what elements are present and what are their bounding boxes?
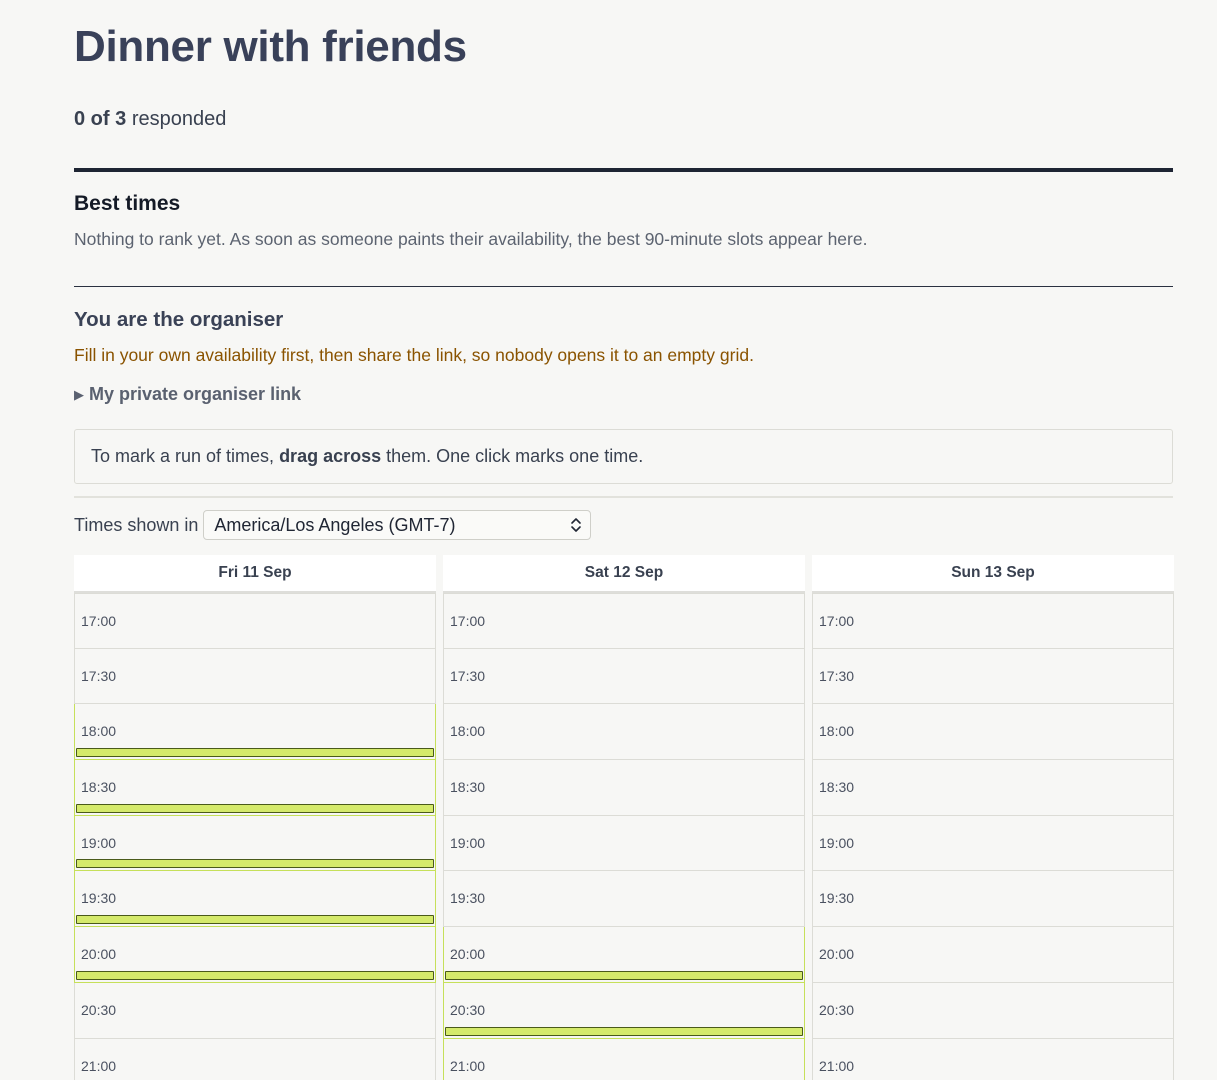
timezone-selected-value: America/Los Angeles (GMT-7)	[214, 514, 456, 535]
hint-text-before: To mark a run of times,	[91, 446, 275, 466]
day-column: Sat 12 Sep 17:00 17:30 18:00 18:30 19:00 19:30…	[443, 555, 805, 1080]
time-slot[interactable]: 19:30	[74, 871, 436, 928]
time-slot[interactable]: 20:00	[812, 927, 1174, 983]
hint-text-after: them. One click marks one time.	[386, 446, 644, 466]
day-slots: 17:00 17:30 18:00 18:30 19:00 19:30 20:00 20:30…	[443, 593, 805, 1080]
timezone-select[interactable]: America/Los Angeles (GMT-7)	[203, 510, 592, 540]
time-slot[interactable]: 17:00	[74, 593, 436, 649]
time-slot[interactable]: 20:00	[74, 927, 436, 983]
time-slot-label: 19:00	[450, 834, 486, 851]
time-slot-label: 20:00	[819, 946, 855, 963]
time-slot-label: 20:30	[81, 1001, 117, 1018]
time-slot[interactable]: 19:30	[812, 871, 1174, 928]
time-slot-label: 20:00	[81, 946, 117, 963]
time-slot[interactable]: 17:30	[812, 648, 1174, 705]
time-slot[interactable]: 20:30	[443, 982, 805, 1039]
day-column: Sun 13 Sep 17:00 17:30 18:00 18:30 19:00 19:30…	[812, 555, 1174, 1080]
time-slot[interactable]: 20:00	[443, 927, 805, 983]
time-slot-label: 18:00	[450, 723, 486, 740]
day-header: Fri 11 Sep	[74, 555, 436, 593]
time-slot[interactable]: 21:00	[812, 1038, 1174, 1080]
availability-marker	[76, 748, 434, 758]
time-slot-label: 18:30	[450, 779, 486, 796]
time-slot-label: 18:30	[819, 779, 855, 796]
section-divider	[74, 168, 1173, 172]
responded-suffix: responded	[131, 108, 227, 130]
organiser-link-toggle[interactable]: ▶ My private organiser link	[74, 384, 301, 405]
time-slot[interactable]: 20:30	[812, 982, 1174, 1039]
time-slot-label: 18:00	[819, 723, 855, 740]
day-slots: 17:00 17:30 18:00 18:30 19:00 19:30 20:00 20:30…	[812, 593, 1174, 1080]
section-divider	[74, 496, 1173, 498]
best-times-description: Nothing to rank yet. As soon as someone …	[74, 229, 868, 249]
organiser-heading: You are the organiser	[74, 308, 284, 331]
time-slot[interactable]: 19:00	[443, 815, 805, 872]
time-slot[interactable]: 18:30	[443, 760, 805, 816]
time-slot-label: 19:00	[81, 834, 117, 851]
time-slot[interactable]: 20:30	[74, 982, 436, 1039]
time-slot[interactable]: 19:30	[443, 871, 805, 928]
time-slot-label: 17:00	[81, 613, 117, 629]
day-column: Fri 11 Sep 17:00 17:30 18:00 18:30 19:00 19:30…	[74, 555, 436, 1080]
hint-text-bold: drag across	[279, 446, 382, 466]
time-slot[interactable]: 17:00	[443, 593, 805, 649]
time-slot-label: 21:00	[81, 1057, 117, 1074]
time-slot[interactable]: 21:00	[74, 1038, 436, 1080]
time-slot-label: 20:00	[450, 946, 486, 963]
organiser-link-label: My private organiser link	[89, 384, 302, 404]
time-slot[interactable]: 17:30	[74, 648, 436, 705]
time-slot[interactable]: 17:30	[443, 648, 805, 705]
time-slot-label: 17:00	[450, 613, 486, 629]
time-slot-label: 18:00	[81, 723, 117, 740]
availability-marker	[445, 970, 803, 980]
time-slot[interactable]: 18:30	[812, 760, 1174, 816]
select-chevron-icon	[571, 518, 582, 532]
triangle-right-icon: ▶	[74, 386, 84, 402]
timezone-row: Times shown in America/Los Angeles (GMT-…	[74, 510, 592, 540]
time-slot-label: 19:00	[819, 834, 855, 851]
time-slot[interactable]: 18:00	[74, 704, 436, 761]
timezone-label: Times shown in	[74, 514, 199, 535]
day-header: Sun 13 Sep	[812, 555, 1174, 593]
time-slot[interactable]: 21:00	[443, 1038, 805, 1080]
time-slot-label: 17:00	[819, 613, 855, 629]
time-slot-label: 17:30	[819, 667, 855, 684]
availability-marker	[76, 970, 434, 980]
time-slot-label: 17:30	[450, 667, 486, 684]
time-slot[interactable]: 18:30	[74, 760, 436, 816]
day-slots: 17:00 17:30 18:00 18:30 19:00 19:30 20:00 20:30…	[74, 593, 436, 1080]
time-slot[interactable]: 17:00	[812, 593, 1174, 649]
page-title: Dinner with friends	[74, 22, 467, 71]
time-slot[interactable]: 19:00	[74, 815, 436, 872]
drag-hint-box: To mark a run of times, drag across them…	[74, 429, 1173, 484]
time-slot-label: 19:30	[819, 890, 855, 907]
day-header: Sat 12 Sep	[443, 555, 805, 593]
time-slot-label: 21:00	[450, 1057, 486, 1074]
time-slot-label: 19:30	[450, 890, 486, 907]
section-divider	[74, 286, 1173, 287]
time-slot[interactable]: 18:00	[812, 704, 1174, 761]
availability-marker	[76, 803, 434, 813]
time-slot-label: 20:30	[450, 1001, 486, 1018]
responded-number: 0 of 3	[74, 108, 127, 130]
responded-count: 0 of 3 responded	[74, 108, 226, 131]
time-slot-label: 17:30	[81, 667, 117, 684]
time-slot-label: 21:00	[819, 1057, 855, 1074]
availability-marker	[76, 915, 434, 925]
time-slot[interactable]: 18:00	[443, 704, 805, 761]
time-slot-label: 18:30	[81, 779, 117, 796]
organiser-warning: Fill in your own availability first, the…	[74, 345, 754, 365]
time-slot-label: 19:30	[81, 890, 117, 907]
availability-marker	[76, 859, 434, 869]
availability-marker	[445, 1026, 803, 1036]
best-times-heading: Best times	[74, 192, 181, 215]
time-slot[interactable]: 19:00	[812, 815, 1174, 872]
time-slot-label: 20:30	[819, 1001, 855, 1018]
